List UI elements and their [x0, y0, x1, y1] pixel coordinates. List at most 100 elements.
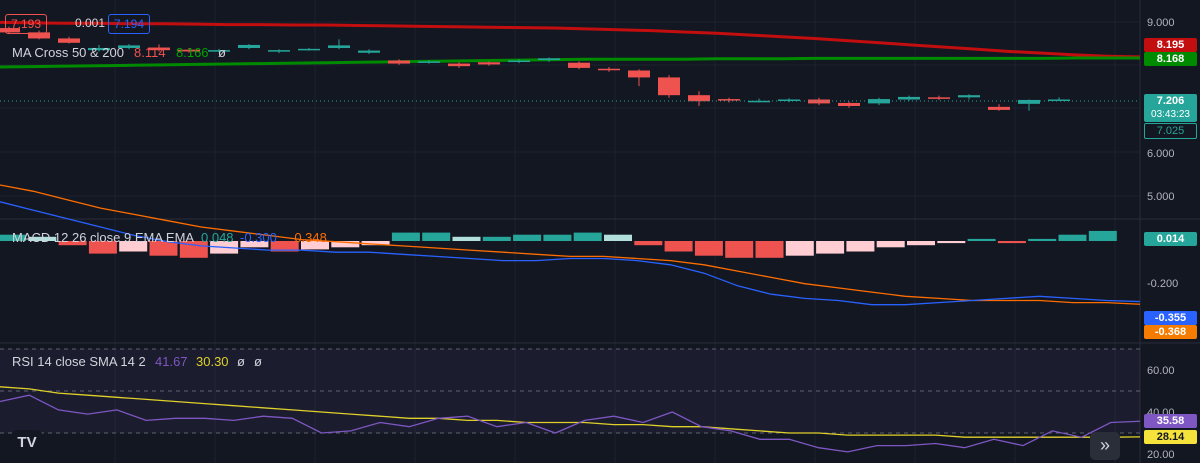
macd-hist-bar: [634, 241, 663, 246]
candle-body: [748, 100, 770, 103]
rsi-axis-label: 35.58: [1144, 414, 1197, 428]
macd-hist-bar: [694, 241, 723, 256]
macd-hist-bar: [240, 241, 269, 248]
candle-body: [238, 44, 260, 48]
candle-body: [1048, 99, 1070, 102]
macd-hist-bar: [119, 241, 148, 252]
candle-body: [88, 47, 110, 51]
ma200-price-label: 8.195: [1144, 38, 1197, 52]
candle-body: [1018, 99, 1040, 104]
macd-hist-bar: [1058, 234, 1087, 241]
scroll-to-realtime-icon[interactable]: »: [1090, 432, 1120, 460]
macd-legend-title[interactable]: MACD 12 26 close 9 EMA EMA: [12, 230, 195, 245]
macd-line-value: -0.300: [240, 230, 277, 245]
last-price-value: 7.206: [1156, 95, 1185, 107]
macd-hist-bar: [1088, 230, 1117, 241]
candle-body: [58, 38, 80, 43]
bar-countdown: 03:43:23: [1151, 109, 1190, 120]
ma200-line: [0, 20, 1141, 59]
rsi-legend-title[interactable]: RSI 14 close SMA 14 2: [12, 354, 146, 369]
macd-signal-axis-label: -0.368: [1144, 325, 1197, 339]
candle-body: [988, 106, 1010, 110]
macd-hist-bar: [482, 236, 511, 241]
macd-hist-bar: [543, 234, 572, 241]
ma-legend-title[interactable]: MA Cross 50 & 200: [12, 45, 124, 60]
macd-hist-bar: [604, 234, 632, 241]
macd-hist-bar: [361, 241, 390, 246]
macd-tick: -0.200: [1147, 278, 1179, 290]
macd-hist-bar: [755, 241, 784, 258]
rsi-line: [0, 394, 1141, 453]
ma50-line: [0, 56, 1140, 69]
rsi-sma-line: [0, 386, 1141, 438]
candle-body: [868, 99, 890, 104]
macd-hist-bar: [725, 241, 754, 258]
candle-body: [688, 95, 710, 102]
ma-eye-icon[interactable]: ø: [218, 45, 226, 60]
candle-body: [508, 60, 530, 63]
candle-body: [178, 49, 200, 52]
candle-body: [718, 99, 740, 101]
candle-body: [538, 58, 560, 61]
macd-hist-bar: [452, 236, 481, 241]
candle-body: [118, 45, 140, 48]
macd-hist-bar: [785, 241, 814, 256]
candle-body: [268, 50, 290, 52]
candle-body: [418, 61, 440, 63]
rsi-tick-60: 60.00: [1147, 365, 1175, 377]
macd-signal-line: [0, 184, 1141, 305]
macd-signal-value: -0.348: [290, 230, 327, 245]
macd-hist-bar: [149, 241, 178, 256]
macd-hist-bar: [0, 234, 26, 241]
macd-hist-bar: [997, 241, 1026, 244]
candle-body: [808, 99, 830, 104]
rsi-settings-icon[interactable]: ø: [254, 354, 262, 369]
macd-hist-bar: [937, 241, 966, 244]
ma50-price-label: 8.168: [1144, 52, 1197, 66]
price-tick-9: 9.000: [1147, 17, 1175, 29]
macd-hist-bar: [573, 232, 602, 241]
macd-hist-bar: [664, 241, 693, 252]
open-price-badge[interactable]: 7.193: [5, 14, 48, 34]
tradingview-logo-icon[interactable]: TV: [12, 430, 42, 458]
candle-body: [838, 102, 860, 107]
candle-body: [778, 99, 800, 102]
macd-hist-bar: [301, 241, 329, 250]
macd-hist-bar: [88, 241, 117, 254]
rsi-sma-axis-label: 28.14: [1144, 430, 1197, 444]
candle-body: [28, 32, 50, 39]
macd-hist-bar: [967, 238, 996, 241]
macd-hist-bar: [58, 241, 87, 246]
candle-body: [898, 96, 920, 100]
macd-hist-bar: [270, 241, 299, 252]
candle-body: [928, 97, 950, 99]
macd-hist-bar: [422, 232, 451, 241]
candle-body: [658, 77, 680, 96]
price-tick-6: 6.000: [1147, 148, 1175, 160]
candle-body: [328, 45, 350, 48]
rsi-tick-20: 20.00: [1147, 449, 1175, 461]
macd-hist-bar: [1028, 238, 1057, 241]
macd-hist-bar: [331, 241, 360, 248]
ask-price-badge[interactable]: 7.194: [108, 14, 151, 34]
macd-line: [0, 201, 1141, 306]
candle-body: [208, 50, 230, 52]
macd-hist-bar: [846, 241, 875, 252]
macd-hist-axis-label: 0.014: [1144, 232, 1197, 246]
spread-value: 0.001: [75, 16, 106, 30]
macd-hist-bar: [391, 232, 420, 241]
ma200-value: 8.166: [176, 45, 209, 60]
macd-hist-bar: [876, 241, 905, 248]
candle-body: [148, 47, 170, 51]
candle-body: [448, 63, 470, 67]
last-price-label: 7.206 03:43:23: [1144, 94, 1197, 122]
candle-body: [388, 60, 410, 64]
macd-line-axis-label: -0.355: [1144, 311, 1197, 325]
macd-hist-bar: [513, 234, 542, 241]
price-tick-5: 5.000: [1147, 191, 1175, 203]
rsi-eye-icon[interactable]: ø: [237, 354, 245, 369]
candle-body: [598, 68, 620, 71]
macd-hist-bar: [28, 236, 57, 241]
candle-body: [628, 70, 650, 78]
